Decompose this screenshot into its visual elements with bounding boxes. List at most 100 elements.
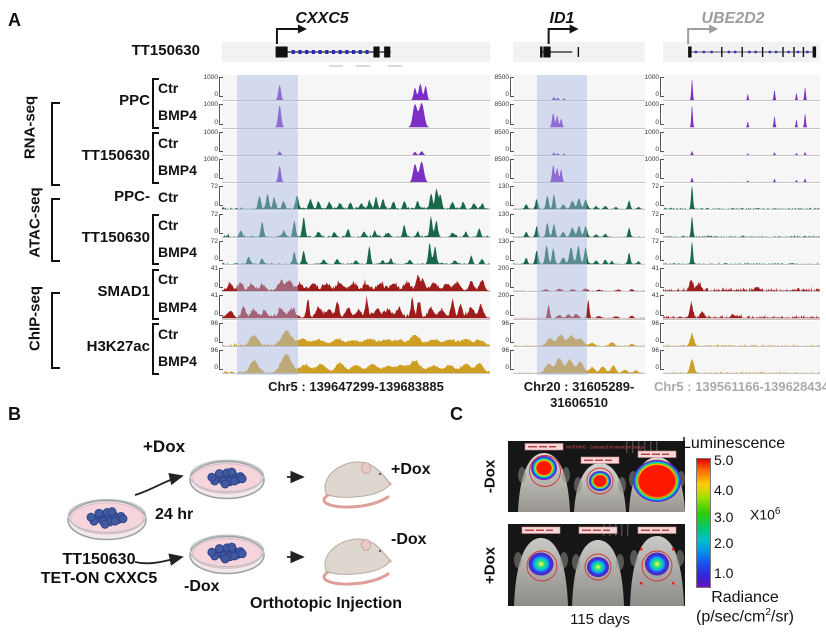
scale-zero: 0 bbox=[505, 118, 509, 126]
scale-zero: 0 bbox=[505, 309, 509, 317]
scale-max: 130 bbox=[498, 237, 509, 245]
scale-zero: 0 bbox=[505, 173, 509, 181]
scale-bracket bbox=[659, 350, 664, 371]
track-id1-rna-seq-ctr bbox=[513, 75, 645, 102]
signal-id1-row5 bbox=[513, 222, 645, 237]
colorbar-tick-4.0: 4.0 bbox=[714, 482, 734, 498]
24hr-label: 24 hr bbox=[155, 506, 194, 523]
scale-max: 72 bbox=[210, 237, 218, 245]
scale-max: 8500 bbox=[494, 74, 509, 81]
region-coordinates-id1: Chr20 : 31605289-31606510 bbox=[523, 379, 635, 410]
scale-zero: 0 bbox=[214, 337, 218, 344]
gene-model-cxxc5 bbox=[275, 46, 391, 58]
scale-bracket bbox=[509, 240, 514, 262]
scale-zero: 0 bbox=[655, 364, 659, 372]
track-cxxc5-atac-seq-ctr bbox=[222, 211, 490, 238]
condition-label-ctr: Ctr bbox=[158, 216, 179, 233]
scale-max: 1000 bbox=[203, 101, 218, 109]
tss-arrow-id1 bbox=[547, 24, 579, 44]
timepoint-label: 115 days bbox=[570, 611, 630, 628]
radiance-label: Radiance bbox=[711, 589, 779, 606]
scale-zero: 0 bbox=[214, 173, 218, 181]
group-label-tt150630: TT150630 bbox=[81, 146, 150, 164]
signal-cxxc5-row5 bbox=[222, 215, 490, 237]
scale-max: 200 bbox=[498, 292, 509, 300]
group-label-ppc: PPC bbox=[119, 92, 150, 110]
scale-zero: 0 bbox=[505, 337, 509, 344]
assay-label-rna-seq: RNA-seq bbox=[21, 95, 39, 160]
cell-line-label: TT150630 TET-ON CXXC5 bbox=[14, 550, 184, 588]
roi-label-chip bbox=[580, 456, 620, 464]
scale-max: 96 bbox=[651, 347, 659, 354]
bioluminescence-panel: -Dox +Dox WARNING - Saturated luminescen… bbox=[440, 400, 826, 641]
scale-zero: 0 bbox=[505, 227, 509, 235]
genome-browser-panel: TT150630 CXXC5 1000 0 1000 0 1000 0 1000 0 72 0 72 0… bbox=[21, 10, 826, 410]
roi-label-chip bbox=[521, 526, 561, 534]
unit-exp: 2 bbox=[765, 607, 771, 618]
scale-zero: 0 bbox=[655, 200, 659, 208]
scale-max: 1000 bbox=[644, 74, 659, 81]
mouse-illustration bbox=[322, 538, 392, 586]
scale-zero: 0 bbox=[214, 118, 218, 126]
scale-max: 130 bbox=[498, 183, 509, 191]
scale-max: 1000 bbox=[203, 74, 218, 81]
assay-bracket-chip-seq bbox=[51, 292, 60, 369]
scale-bracket bbox=[218, 268, 223, 289]
track-cxxc5-chip-seq-smad1-ctr bbox=[222, 266, 490, 293]
sample-header: TT150630 bbox=[131, 42, 200, 59]
signal-cxxc5-row10 bbox=[222, 354, 490, 374]
group-brace bbox=[152, 323, 159, 375]
group-brace bbox=[152, 214, 159, 266]
scale-zero: 0 bbox=[214, 145, 218, 153]
region-coordinates-cxxc5: Chr5 : 139647299-139683885 bbox=[268, 379, 444, 394]
scale-max: 96 bbox=[651, 319, 659, 327]
tss-arrow-cxxc5 bbox=[275, 24, 307, 44]
condition-label-bmp4: BMP4 bbox=[158, 298, 197, 315]
scale-max: 200 bbox=[498, 265, 509, 273]
gene-title-ube2d2: UBE2D2 bbox=[701, 10, 765, 27]
track-id1-chip-seq-smad1-bmp4 bbox=[513, 293, 645, 320]
colorbar-tick-2.0: 2.0 bbox=[714, 535, 734, 551]
scale-bracket bbox=[509, 213, 514, 234]
scale-max: 41 bbox=[651, 292, 659, 300]
track-id1-rna-seq-bmp4 bbox=[513, 102, 645, 129]
row-plus-dox-label: +Dox bbox=[481, 546, 499, 585]
condition-label-ctr: Ctr bbox=[158, 189, 179, 206]
track-ube2d2-rna-seq-bmp4 bbox=[663, 156, 820, 184]
group-brace bbox=[152, 132, 159, 184]
gene-model-ube2d2 bbox=[688, 46, 817, 58]
highlight-region-id1 bbox=[536, 75, 587, 376]
experiment-schematic-panel: +Dox 24 hr -Dox TT150630 TET-ON CXXC5 +D… bbox=[0, 400, 450, 641]
scale-max: 72 bbox=[651, 210, 659, 218]
scale-zero: 0 bbox=[655, 255, 659, 263]
plus-dox-image bbox=[508, 524, 685, 606]
scale-zero: 0 bbox=[655, 282, 659, 290]
scale-bracket bbox=[659, 213, 664, 234]
scale-max: 72 bbox=[651, 237, 659, 245]
condition-label-ctr: Ctr bbox=[158, 271, 179, 288]
signal-id1-row10 bbox=[513, 357, 645, 374]
track-cxxc5-rna-seq-ctr bbox=[222, 75, 490, 102]
condition-label-ctr: Ctr bbox=[158, 80, 179, 97]
mouse-plus-dox-label: +Dox bbox=[391, 461, 431, 478]
signal-cxxc5-row2 bbox=[222, 150, 490, 155]
scale-zero: 0 bbox=[655, 309, 659, 317]
panel-b-label: B bbox=[8, 404, 21, 424]
axis-tick-text bbox=[356, 65, 370, 67]
signal-cxxc5-row6 bbox=[222, 243, 490, 265]
plus-dox-label: +Dox bbox=[143, 437, 186, 456]
track-ube2d2-rna-seq-ctr bbox=[663, 129, 820, 156]
scale-max: 41 bbox=[210, 292, 218, 300]
roi-label-chip bbox=[637, 450, 677, 458]
mouse-illustration bbox=[322, 461, 392, 509]
schematic-drawing bbox=[67, 459, 392, 586]
scale-zero: 0 bbox=[655, 337, 659, 344]
track-cxxc5-atac-seq-bmp4 bbox=[222, 238, 490, 266]
group-label-h3k27ac: H3K27ac bbox=[86, 338, 150, 355]
track-cxxc5-atac-seq-ctr bbox=[222, 184, 490, 211]
scale-zero: 0 bbox=[505, 91, 509, 99]
track-cxxc5-chip-seq-smad1-bmp4 bbox=[222, 293, 490, 320]
scale-zero: 0 bbox=[214, 91, 218, 99]
scale-zero: 0 bbox=[505, 145, 509, 153]
